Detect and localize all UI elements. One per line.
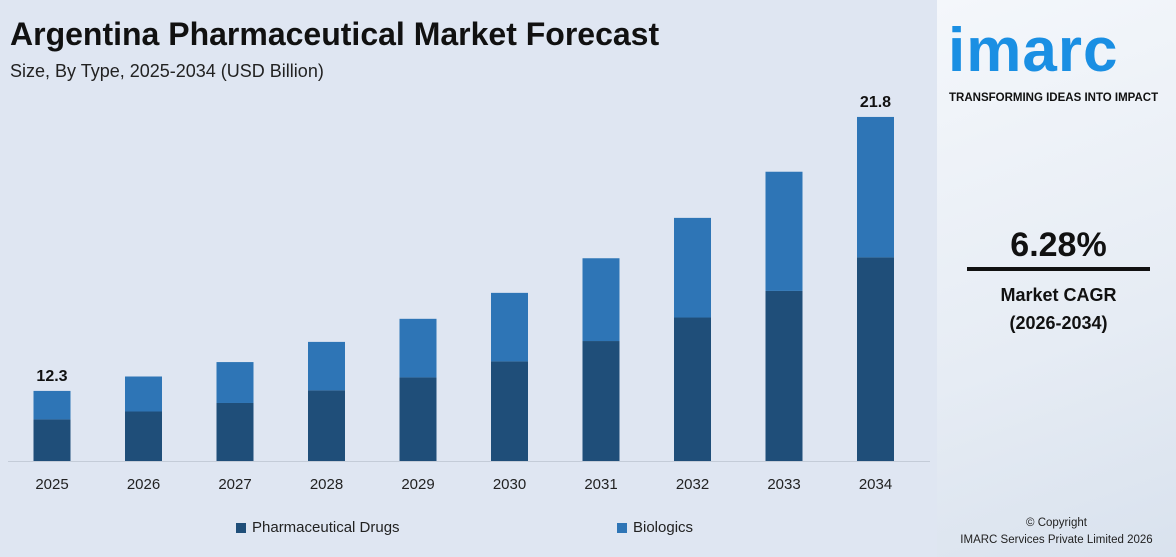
legend-item-biologics: Biologics xyxy=(617,519,693,536)
imarc-logo: imarc xyxy=(948,16,1119,85)
x-tick-label: 2026 xyxy=(127,476,160,493)
bar-biologics-2026 xyxy=(125,376,162,412)
bar-pharmaceutical-drugs-2025 xyxy=(33,419,71,461)
cagr-value: 6.28% xyxy=(1010,226,1107,264)
bar-pharmaceutical-drugs-2031 xyxy=(582,341,620,461)
bar-biologics-2030 xyxy=(491,292,528,362)
legend-label: Biologics xyxy=(633,519,694,536)
bar-pharmaceutical-drugs-2027 xyxy=(216,402,254,461)
bar-biologics-2032 xyxy=(674,217,711,318)
x-tick-label: 2025 xyxy=(35,476,68,493)
x-tick-label: 2030 xyxy=(493,476,526,493)
x-tick-label: 2034 xyxy=(859,476,892,493)
bar-pharmaceutical-drugs-2028 xyxy=(308,390,345,461)
cagr-label: Market CAGR xyxy=(1000,285,1117,305)
bar-biologics-2025 xyxy=(33,390,71,420)
chart-title: Argentina Pharmaceutical Market Forecast xyxy=(10,16,660,52)
x-tick-label: 2031 xyxy=(584,476,617,493)
bar-biologics-2031 xyxy=(582,258,620,342)
divider xyxy=(967,267,1150,271)
bar-biologics-2028 xyxy=(308,341,345,391)
copyright-line: © Copyright xyxy=(1026,517,1087,529)
copyright-owner: IMARC Services Private Limited 2026 xyxy=(960,534,1153,546)
x-tick-label: 2027 xyxy=(218,476,251,493)
legend-item-pharmaceutical-drugs: Pharmaceutical Drugs xyxy=(236,519,400,536)
legend-swatch xyxy=(617,522,627,533)
legend-label: Pharmaceutical Drugs xyxy=(252,519,400,536)
bar-pharmaceutical-drugs-2032 xyxy=(674,317,711,461)
info-panel xyxy=(937,0,1176,557)
x-tick-label: 2029 xyxy=(401,476,434,493)
bar-biologics-2027 xyxy=(216,362,254,403)
bar-pharmaceutical-drugs-2026 xyxy=(125,411,162,461)
bar-biologics-2033 xyxy=(765,171,803,291)
bar-biologics-2034 xyxy=(857,116,894,258)
bar-chart: 2025 12.3 2026 2027 2028 2029 2030 2031 2032 2033… xyxy=(8,94,930,493)
bar-pharmaceutical-drugs-2034 xyxy=(857,257,894,461)
copyright: © Copyright IMARC Services Private Limite… xyxy=(937,515,1176,549)
x-tick-label: 2033 xyxy=(767,476,800,493)
cagr-period: (2026-2034) xyxy=(1009,313,1108,333)
x-tick-label: 2028 xyxy=(310,476,343,493)
bar-pharmaceutical-drugs-2033 xyxy=(765,290,803,461)
legend-swatch xyxy=(236,522,246,533)
logo-tagline: TRANSFORMING IDEAS INTO IMPACT xyxy=(949,92,1159,104)
bar-pharmaceutical-drugs-2029 xyxy=(399,377,437,461)
bar-biologics-2029 xyxy=(399,318,437,378)
bar-pharmaceutical-drugs-2030 xyxy=(491,361,528,461)
chart-subtitle: Size, By Type, 2025-2034 (USD Billion) xyxy=(10,61,324,81)
data-label: 21.8 xyxy=(860,94,891,111)
x-tick-label: 2032 xyxy=(676,476,709,493)
data-label: 12.3 xyxy=(36,368,67,385)
